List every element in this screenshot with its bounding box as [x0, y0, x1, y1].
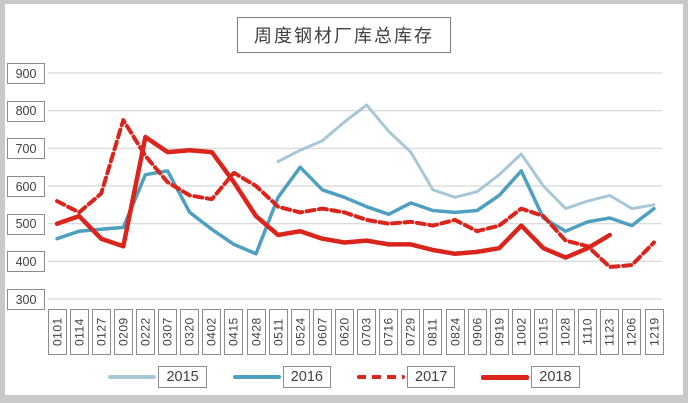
series-line-2018	[54, 134, 613, 260]
x-tick-label-0607: 0607	[312, 309, 332, 355]
x-tick-label-0524: 0524	[290, 309, 310, 355]
x-tick-label-0919: 0919	[489, 309, 509, 355]
x-tick-label-0402: 0402	[202, 309, 222, 355]
legend-item-2017: 2017	[357, 366, 456, 388]
series-line-2015	[276, 103, 656, 211]
legend-swatch-2018	[481, 374, 530, 380]
x-tick-label-0209: 0209	[113, 309, 133, 355]
x-tick-label-0428: 0428	[246, 309, 266, 355]
x-tick-label-1206: 1206	[622, 309, 642, 355]
legend-label-2017: 2017	[407, 366, 456, 388]
legend-item-2016: 2016	[232, 366, 331, 388]
x-tick-label-1123: 1123	[600, 309, 620, 355]
y-tick-label-500: 500	[7, 213, 45, 235]
legend-label-2016: 2016	[282, 366, 331, 388]
x-tick-label-0811: 0811	[423, 309, 443, 355]
y-tick-label-700: 700	[7, 138, 45, 160]
y-tick-label-300: 300	[7, 289, 45, 310]
legend-item-2015: 2015	[108, 366, 207, 388]
x-tick-label-0824: 0824	[445, 309, 465, 355]
x-tick-label-0320: 0320	[180, 309, 200, 355]
x-tick-label-1110: 1110	[578, 309, 598, 355]
x-tick-label-0307: 0307	[158, 309, 178, 355]
x-tick-label-0222: 0222	[135, 309, 155, 355]
x-tick-label-0415: 0415	[224, 309, 244, 355]
x-tick-label-0114: 0114	[69, 309, 89, 355]
x-tick-label-0620: 0620	[334, 309, 354, 355]
x-tick-label-1002: 1002	[511, 309, 531, 355]
x-tick-label-1028: 1028	[556, 309, 576, 355]
x-tick-label-0716: 0716	[379, 309, 399, 355]
x-tick-label-1219: 1219	[644, 309, 664, 355]
chart-legend: 2015 2016 2017 2018	[0, 364, 688, 390]
x-tick-label-0511: 0511	[268, 309, 288, 355]
legend-label-2015: 2015	[158, 366, 207, 388]
chart-title: 周度钢材厂库总库存	[237, 17, 451, 53]
legend-swatch-2017	[357, 374, 405, 380]
x-tick-label-0906: 0906	[467, 309, 487, 355]
y-tick-label-800: 800	[7, 100, 45, 122]
legend-item-2018: 2018	[481, 366, 580, 388]
x-tick-label-0703: 0703	[357, 309, 377, 355]
x-tick-label-0729: 0729	[401, 309, 421, 355]
chart-canvas: 周度钢材厂库总库存 300 400 500 600 700 800 900 0101 0114…	[5, 4, 683, 395]
y-tick-label-600: 600	[7, 176, 45, 197]
y-tick-label-400: 400	[7, 251, 45, 273]
x-tick-label-0127: 0127	[91, 309, 111, 355]
legend-swatch-2016	[232, 375, 281, 379]
x-tick-label-1015: 1015	[533, 309, 553, 355]
series-line-2016	[55, 165, 656, 256]
x-tick-label-0101: 0101	[47, 309, 67, 355]
y-tick-label-900: 900	[7, 63, 45, 84]
legend-label-2018: 2018	[531, 366, 580, 388]
series-line-2017	[55, 118, 656, 269]
legend-swatch-2015	[108, 375, 157, 379]
